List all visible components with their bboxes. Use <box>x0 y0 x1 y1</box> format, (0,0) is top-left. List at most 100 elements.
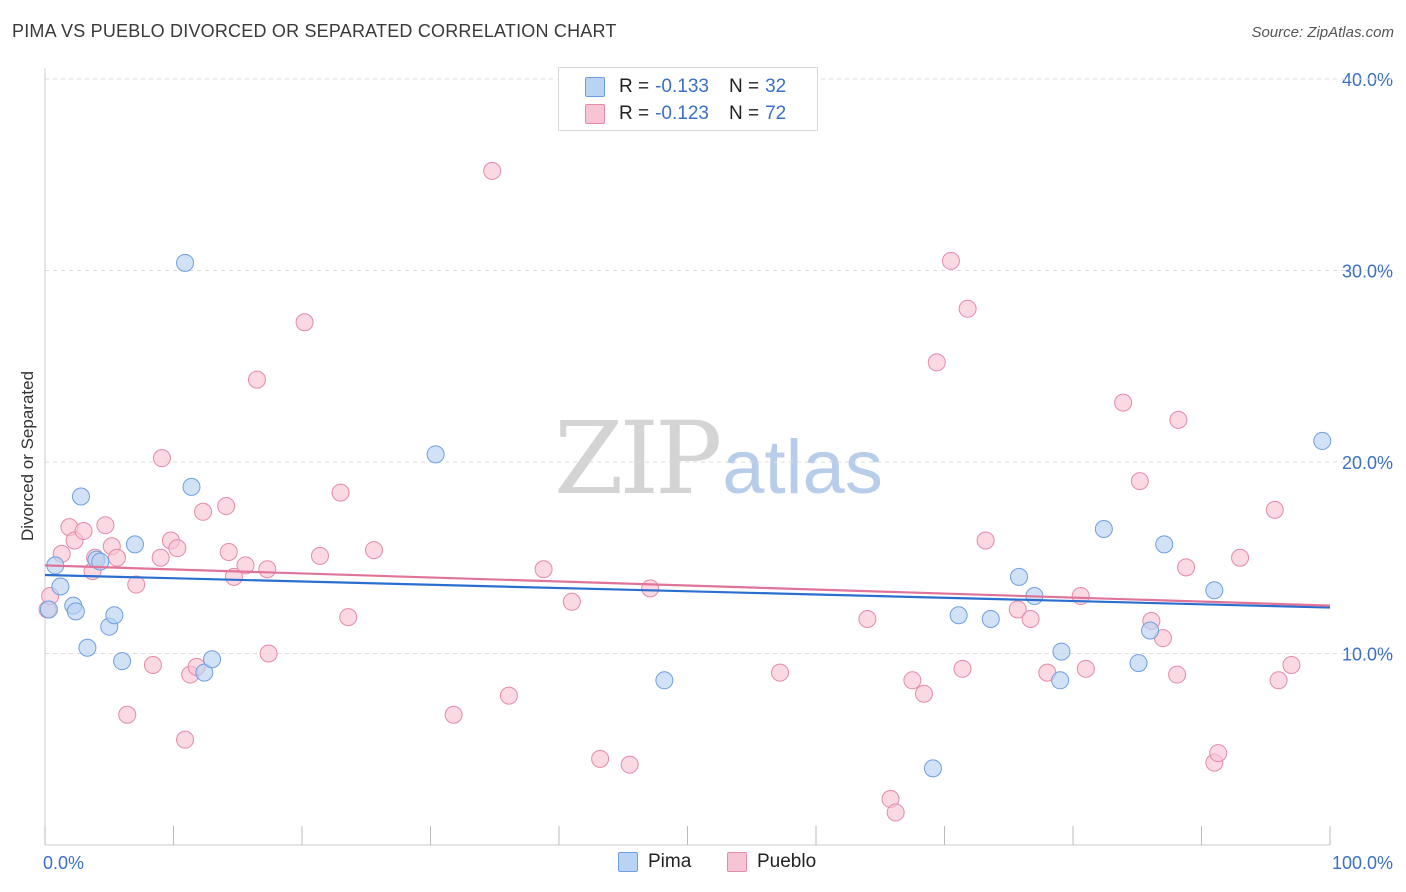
pima-point <box>39 600 58 619</box>
pueblo-n-label: N = <box>728 103 760 124</box>
pueblo-point <box>1282 655 1301 674</box>
pueblo-point <box>364 541 383 560</box>
pueblo-point <box>331 483 350 502</box>
pueblo-point <box>96 516 115 535</box>
pueblo-point <box>258 560 277 579</box>
legend-item-pima: Pima <box>618 851 691 873</box>
pima-point <box>1052 642 1071 661</box>
pueblo-n-value: 72 <box>765 103 787 124</box>
pueblo-point <box>958 299 977 318</box>
source-credit: Source: ZipAtlas.com <box>1251 24 1394 41</box>
pueblo-point <box>886 803 905 822</box>
pueblo-point <box>953 659 972 678</box>
pueblo-point <box>483 161 502 180</box>
pueblo-r-label: R = <box>619 103 650 124</box>
pueblo-point <box>534 560 553 579</box>
watermark: ZIPatlas <box>554 400 883 517</box>
pima-point <box>1094 520 1113 539</box>
pueblo-point <box>562 592 581 611</box>
pueblo-point <box>339 608 358 627</box>
legend-item-pueblo: Pueblo <box>727 851 816 873</box>
pueblo-point <box>176 730 195 749</box>
pima-r-value: -0.133 <box>655 76 709 97</box>
pueblo-point <box>620 755 639 774</box>
pueblo-point <box>1130 472 1149 491</box>
pueblo-point <box>1114 393 1133 412</box>
y-tick-label: 30.0% <box>1342 262 1393 282</box>
pueblo-point <box>219 543 238 562</box>
pima-point <box>91 552 110 571</box>
legend-pima-swatch <box>618 852 638 872</box>
pueblo-point <box>127 575 146 594</box>
pima-point <box>176 253 195 272</box>
legend-pueblo-label: Pueblo <box>757 851 817 872</box>
watermark-atlas: atlas <box>722 425 883 510</box>
pima-point <box>78 638 97 657</box>
legend-pima-label: Pima <box>648 851 692 872</box>
chart-title: PIMA VS PUEBLO DIVORCED OR SEPARATED COR… <box>12 21 617 41</box>
pueblo-point <box>1265 500 1284 519</box>
pima-point <box>195 663 214 682</box>
correlation-legend: R = -0.133 N = 32 R = -0.123 N = 72 <box>558 67 818 131</box>
y-tick-label: 40.0% <box>1342 70 1393 90</box>
pueblo-point <box>1231 548 1250 567</box>
pueblo-point <box>143 655 162 674</box>
pima-point <box>949 606 968 625</box>
pueblo-point <box>1177 558 1196 577</box>
pueblo-point <box>236 556 255 575</box>
x-tick-label: 0.0% <box>43 853 84 873</box>
pueblo-point <box>118 705 137 724</box>
pueblo-point <box>1076 659 1095 678</box>
legend-row-pima: R = -0.133 N = 32 <box>585 74 786 100</box>
pueblo-point <box>771 663 790 682</box>
pima-point <box>1313 431 1332 450</box>
pima-point <box>1155 535 1174 554</box>
pueblo-point <box>444 705 463 724</box>
y-tick-label: 20.0% <box>1342 453 1393 473</box>
y-tick-label: 10.0% <box>1342 645 1393 665</box>
pima-point <box>1051 671 1070 690</box>
pima-point <box>113 652 132 671</box>
pueblo-point <box>1168 665 1187 684</box>
pueblo-point <box>107 548 126 567</box>
pueblo-point <box>224 567 243 586</box>
pima-point <box>655 671 674 690</box>
pima-point <box>426 445 445 464</box>
pima-swatch <box>585 77 605 97</box>
pima-point <box>981 610 1000 629</box>
pueblo-point <box>151 548 170 567</box>
pueblo-point <box>591 749 610 768</box>
pueblo-point <box>858 610 877 629</box>
pima-point <box>923 759 942 778</box>
pima-point <box>1010 567 1029 586</box>
pueblo-point <box>310 546 329 565</box>
series-legend: Pima Pueblo <box>0 851 1406 877</box>
pima-n-label: N = <box>728 76 760 97</box>
pueblo-trend-line <box>44 564 1331 607</box>
pima-n-value: 32 <box>765 76 787 97</box>
pueblo-point <box>295 313 314 332</box>
pima-point <box>1205 581 1224 600</box>
pima-point <box>182 477 201 496</box>
pueblo-point <box>194 502 213 521</box>
pueblo-point <box>976 531 995 550</box>
legend-pueblo-swatch <box>727 852 747 872</box>
pueblo-point <box>927 353 946 372</box>
pima-point <box>203 650 222 669</box>
pueblo-point <box>941 251 960 270</box>
pueblo-r-value: -0.123 <box>655 103 709 124</box>
pima-point <box>71 487 90 506</box>
pima-point <box>51 577 70 596</box>
pueblo-point <box>1008 600 1027 619</box>
pueblo-point <box>168 539 187 558</box>
pueblo-point <box>914 684 933 703</box>
pueblo-point <box>1269 671 1288 690</box>
pueblo-swatch <box>585 104 605 124</box>
pima-point <box>105 606 124 625</box>
pueblo-point <box>259 644 278 663</box>
pueblo-point <box>1021 610 1040 629</box>
pima-trend-line <box>44 573 1331 609</box>
pueblo-point <box>641 579 660 598</box>
pueblo-point <box>499 686 518 705</box>
watermark-zip: ZIP <box>554 400 722 517</box>
